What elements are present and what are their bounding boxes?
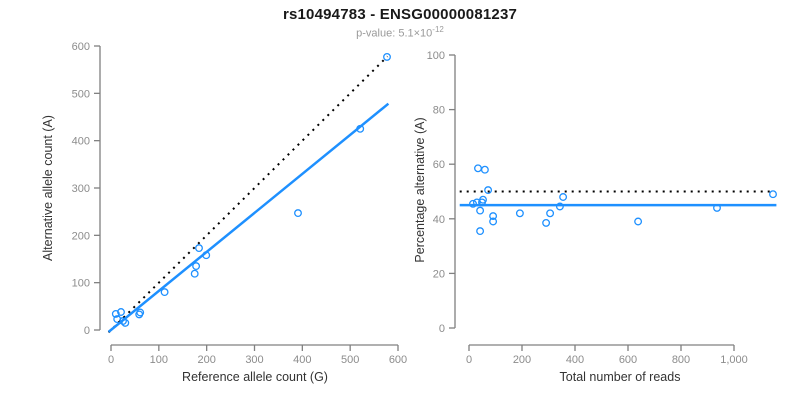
y-tick-label: 60 xyxy=(433,159,445,171)
data-point xyxy=(195,244,203,253)
data-point xyxy=(476,227,485,236)
data-point xyxy=(555,202,564,211)
data-point xyxy=(769,190,777,199)
data-point xyxy=(469,199,477,208)
data-point xyxy=(136,308,145,317)
identity-line xyxy=(107,55,389,334)
x-tick-label: 400 xyxy=(293,354,311,366)
data-point xyxy=(190,269,199,278)
y-tick-label: 100 xyxy=(72,278,90,290)
y-tick-label: 600 xyxy=(72,41,90,53)
data-point xyxy=(192,262,201,271)
data-point xyxy=(542,218,551,227)
x-tick-label: 0 xyxy=(466,354,472,366)
data-point xyxy=(117,308,125,316)
x-tick-label: 200 xyxy=(513,354,531,366)
data-point xyxy=(474,164,482,173)
x-tick-label: 500 xyxy=(341,354,359,366)
x-tick-label: 600 xyxy=(389,354,407,366)
x-axis-title: Total number of reads xyxy=(560,370,681,384)
y-tick-label: 500 xyxy=(72,88,90,100)
y-tick-label: 40 xyxy=(433,214,445,226)
x-tick-label: 1,000 xyxy=(720,354,748,366)
y-axis-title: Percentage alternative (A) xyxy=(413,117,427,262)
x-tick-label: 800 xyxy=(672,354,690,366)
x-tick-label: 0 xyxy=(108,354,114,366)
x-tick-label: 600 xyxy=(619,354,637,366)
data-point xyxy=(634,217,643,226)
data-point xyxy=(489,212,498,221)
y-tick-label: 80 xyxy=(433,105,445,117)
y-tick-label: 200 xyxy=(72,230,90,242)
y-tick-label: 100 xyxy=(427,50,445,62)
data-point xyxy=(559,193,568,201)
data-point xyxy=(476,206,485,215)
data-point xyxy=(383,52,391,61)
x-tick-label: 400 xyxy=(566,354,584,366)
data-point xyxy=(111,309,120,318)
x-tick-label: 100 xyxy=(150,354,168,366)
data-point xyxy=(546,209,555,218)
y-tick-label: 0 xyxy=(439,323,445,335)
y-tick-label: 0 xyxy=(84,325,90,337)
data-point xyxy=(484,186,493,195)
y-axis-title: Alternative allele count (A) xyxy=(41,115,55,261)
x-tick-label: 200 xyxy=(197,354,215,366)
data-point xyxy=(294,209,302,218)
y-tick-label: 20 xyxy=(433,268,445,280)
data-point xyxy=(479,195,487,204)
x-tick-label: 300 xyxy=(245,354,263,366)
data-point xyxy=(480,165,489,174)
data-point xyxy=(515,209,524,218)
x-axis-title: Reference allele count (G) xyxy=(182,370,328,384)
regression-line xyxy=(107,102,390,333)
y-tick-label: 300 xyxy=(72,183,90,195)
y-tick-label: 400 xyxy=(72,136,90,148)
data-point xyxy=(160,288,169,297)
data-point xyxy=(489,217,498,226)
